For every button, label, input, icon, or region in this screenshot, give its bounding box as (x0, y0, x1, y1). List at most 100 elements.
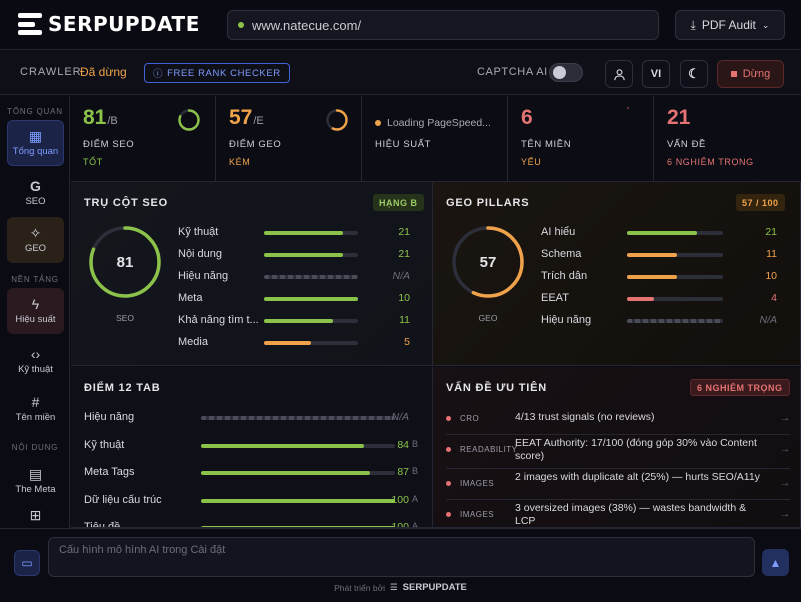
tab-bar-fill (201, 498, 395, 503)
pillar-row[interactable]: Media 5 (178, 335, 414, 351)
pillar-row[interactable]: Hiệu năng N/A (178, 269, 414, 285)
pillar-bar (264, 341, 358, 345)
issue-tag: IMAGES (460, 479, 495, 488)
pdf-audit-button[interactable]: ⤓ PDF Audit ⌄ (675, 10, 785, 40)
bolt-icon: ϟ (31, 296, 40, 312)
tab-name: Meta Tags (84, 466, 135, 478)
metric-geo[interactable]: 57/E ĐIỂM GEO KÉM (217, 96, 362, 182)
document-icon: ▤ (28, 466, 43, 482)
pillar-bar-fill (627, 253, 677, 257)
footer-prefix: Phát triển bởi (334, 582, 386, 593)
pillar-value: 11 (766, 248, 777, 260)
sidebar-item-technical[interactable]: ‹› Kỹ thuật (7, 338, 64, 384)
tab-score-row[interactable]: Hiệu năng N/A (84, 410, 420, 426)
google-icon: G (30, 178, 41, 194)
tab-score-row[interactable]: Tiêu đề 100 A (84, 520, 420, 527)
pillar-bar-fill (627, 297, 654, 301)
sidebar-item-seo[interactable]: G SEO (7, 170, 64, 216)
captcha-toggle[interactable] (549, 63, 583, 82)
pillar-bar (264, 253, 358, 257)
issue-item[interactable]: IMAGES 2 images with duplicate alt (25%) … (446, 469, 790, 500)
tab-bar (201, 471, 395, 475)
free-rank-checker-button[interactable]: ⓘ FREE RANK CHECKER (144, 63, 290, 83)
pillar-row[interactable]: Trích dẫn 10 (541, 269, 781, 285)
metric-performance[interactable]: Loading PageSpeed... HIỆU SUẤT (363, 96, 508, 182)
issue-tag: READABILITY (460, 445, 518, 454)
metric-label: ĐIỂM SEO (83, 139, 135, 150)
crawler-status: Đã dừng (80, 65, 127, 79)
pillar-name: Meta (178, 292, 203, 304)
seo-score: 81 (116, 254, 134, 271)
theme-button[interactable]: ☾ (680, 60, 708, 88)
issue-text: 4/13 trust signals (no reviews) (515, 411, 655, 423)
metric-sub: TỐT (83, 157, 103, 167)
pillar-value: 5 (404, 336, 410, 348)
pillar-bar-fill (264, 231, 343, 235)
issue-text: 3 oversized images (38%) — wastes bandwi… (515, 502, 747, 527)
pillar-bar-fill (627, 275, 677, 279)
tab-score-row[interactable]: Kỹ thuật 84 B (84, 438, 420, 454)
tab-value: N/A (391, 411, 409, 423)
send-button[interactable]: ▲ (762, 549, 789, 576)
sidebar-item-meta[interactable]: ▤ The Meta (7, 458, 64, 504)
user-button[interactable] (605, 60, 633, 88)
metric-seo[interactable]: 81/B ĐIỂM SEO TỐT (71, 96, 216, 182)
tab-name: Dữ liệu cấu trúc (84, 493, 162, 506)
sidebar-item-label: Tổng quan (12, 146, 59, 157)
issue-text: EEAT Authority: 17/100 (đóng góp 30% vào… (515, 437, 757, 462)
arrow-right-icon: → (780, 444, 790, 455)
loading-dot-icon (375, 120, 381, 126)
severity-dot-icon (446, 416, 451, 421)
sidebar-item-sitemap[interactable]: ⊞ (7, 502, 64, 528)
sidebar-item-domain[interactable]: # Tên miền (7, 386, 64, 432)
chat-input[interactable]: Cấu hình mô hình AI trong Cài đặt (48, 537, 755, 577)
sidebar-item-label: Hiệu suất (15, 314, 56, 325)
pillar-row[interactable]: Meta 10 (178, 291, 414, 307)
pillar-bar (264, 275, 358, 279)
sidebar-item-geo[interactable]: ✧ GEO (7, 217, 64, 263)
pillar-bar-fill (264, 319, 333, 323)
pillar-row[interactable]: EEAT 4 (541, 291, 781, 307)
status-dot-icon (238, 22, 244, 28)
sidebar-section-content: NỘI DUNG (11, 443, 59, 452)
metric-sub: KÉM (229, 157, 251, 167)
brand-logo[interactable]: SERPUPDATE (18, 12, 200, 36)
url-field[interactable]: www.natecue.com/ (227, 10, 659, 40)
download-icon: ⤓ (690, 17, 696, 32)
moon-icon: ☾ (688, 66, 700, 81)
stop-button[interactable]: Dừng (717, 60, 784, 88)
chevron-down-icon: ⌄ (761, 19, 770, 30)
sitemap-icon: ⊞ (29, 507, 42, 523)
pillar-bar (264, 319, 358, 323)
pillar-row[interactable]: Kỹ thuật 21 (178, 225, 414, 241)
pillar-row[interactable]: AI hiểu 21 (541, 225, 781, 241)
pillar-name: Hiệu năng (178, 270, 229, 282)
issue-item[interactable]: IMAGES 3 oversized images (38%) — wastes … (446, 500, 790, 527)
seo-ring-label: SEO (116, 313, 134, 323)
pillar-bar (627, 319, 723, 323)
pillar-row[interactable]: Khả năng tìm t... 11 (178, 313, 414, 329)
issue-item[interactable]: READABILITY EEAT Authority: 17/100 (đóng … (446, 435, 790, 469)
metric-label: TÊN MIỀN (521, 139, 572, 150)
tab-value: 100 (391, 493, 409, 506)
pillar-name: Schema (541, 248, 582, 260)
pillar-row[interactable]: Schema 11 (541, 247, 781, 263)
language-button[interactable]: VI (642, 60, 670, 88)
metric-domain[interactable]: 6 TÊN MIỀN YẾU ‛ (509, 96, 654, 182)
pillar-name: AI hiểu (541, 226, 576, 238)
pillar-name: Media (178, 336, 208, 348)
tab-value: 84 (397, 438, 409, 451)
pillar-row[interactable]: Hiệu năng N/A (541, 313, 781, 329)
issue-item[interactable]: CRO 4/13 trust signals (no reviews) → (446, 408, 790, 435)
sidebar-item-overview[interactable]: ▦ Tổng quan (7, 120, 64, 166)
metric-issues[interactable]: 21 VẤN ĐỀ 6 NGHIÊM TRỌNG (655, 96, 801, 182)
pillar-name: Nội dung (178, 248, 223, 260)
geo-score-badge: 57 / 100 (736, 194, 785, 211)
tab-score-row[interactable]: Meta Tags 87 B (84, 465, 420, 481)
sidebar-item-label: GEO (24, 243, 47, 254)
tab-score-row[interactable]: Dữ liệu cấu trúc 100 A (84, 493, 420, 509)
sidebar-item-performance[interactable]: ϟ Hiệu suất (7, 288, 64, 334)
chat-toggle-button[interactable]: ▭ (14, 550, 40, 576)
severity-dot-icon (446, 447, 451, 452)
pillar-row[interactable]: Nội dung 21 (178, 247, 414, 263)
